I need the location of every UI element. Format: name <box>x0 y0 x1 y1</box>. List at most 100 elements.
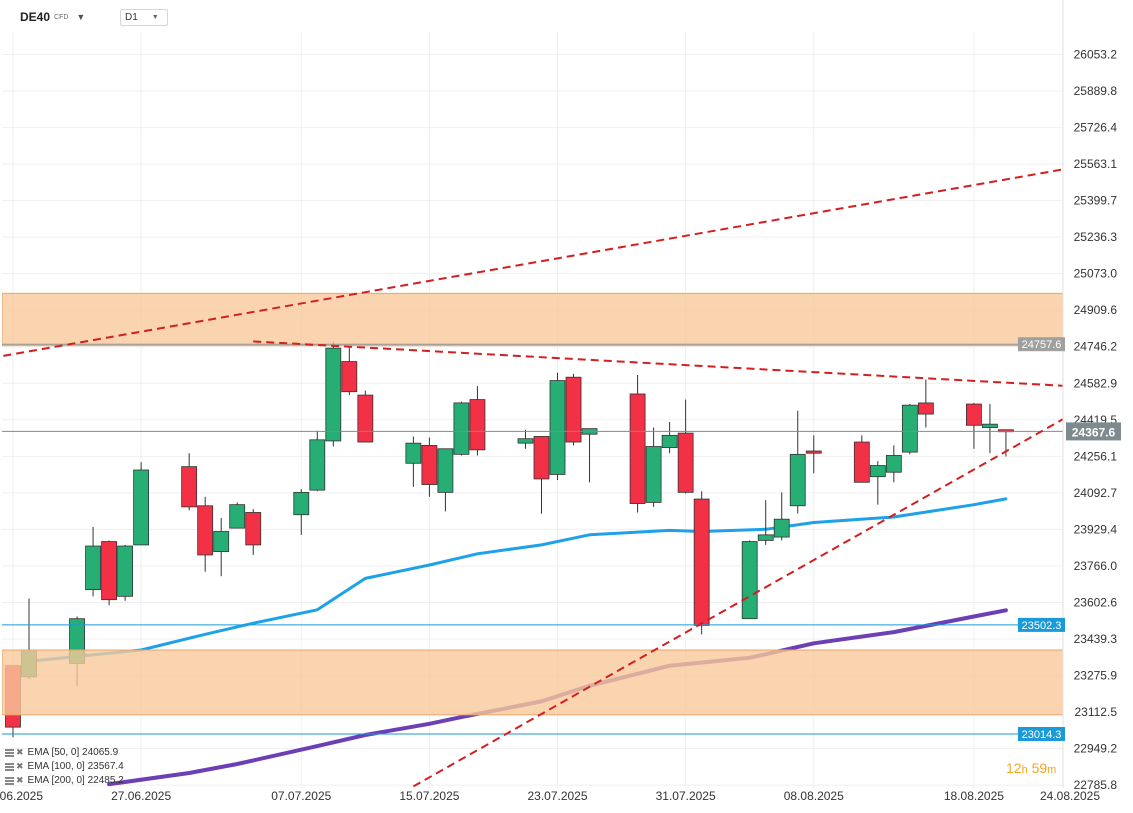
indicator-legend-ema50[interactable]: ✖ EMA [50, 0] 24065.9 <box>5 747 118 758</box>
y-tick-label: 23112.5 <box>1075 705 1118 719</box>
candle-body <box>405 442 422 464</box>
candle-body <box>565 376 582 443</box>
candle-body <box>549 380 566 475</box>
plot-area <box>2 32 1063 788</box>
candle <box>117 544 134 601</box>
candle-body <box>741 541 758 620</box>
price-level-tag <box>1018 337 1065 352</box>
x-tick-label: 19.06.2025 <box>0 789 43 803</box>
candle <box>629 374 646 513</box>
candle-body <box>966 403 982 426</box>
candle-body <box>309 439 326 491</box>
candle-body <box>181 466 198 508</box>
y-tick-label: 23275.9 <box>1074 669 1118 683</box>
candle-body <box>341 361 358 393</box>
x-tick-label: 27.06.2025 <box>111 789 171 803</box>
settings-icon[interactable] <box>5 748 14 757</box>
candle <box>982 404 998 454</box>
chevron-down-icon: ▼ <box>76 12 86 22</box>
candle <box>966 402 982 449</box>
y-tick-label: 22949.2 <box>1074 742 1118 756</box>
candle-body <box>917 402 934 415</box>
price-level-tag <box>1018 727 1065 742</box>
indicator-label: EMA [50, 0] 24065.9 <box>27 747 119 758</box>
candle <box>645 427 662 507</box>
candle <box>357 390 374 443</box>
candle-body <box>437 448 454 493</box>
close-icon[interactable]: ✖ <box>16 775 24 785</box>
candle <box>789 410 806 514</box>
y-tick-label: 22785.8 <box>1074 778 1118 792</box>
symbol-name: DE40 <box>20 10 51 24</box>
candle <box>581 428 598 483</box>
candle-body <box>101 541 117 601</box>
candle <box>517 429 534 449</box>
candle-body <box>197 505 214 556</box>
candle <box>85 527 101 597</box>
candle-body <box>421 445 438 485</box>
candle <box>197 496 214 572</box>
candle-body <box>645 446 662 503</box>
candle-body <box>982 423 998 428</box>
indicator-legend-ema100[interactable]: ✖ EMA [100, 0] 23567.4 <box>5 761 124 772</box>
candle <box>293 489 310 535</box>
candle-body <box>213 531 230 553</box>
indicator-legend-ema200[interactable]: ✖ EMA [200, 0] 22485.2 <box>5 775 124 786</box>
y-tick-label: 25073.0 <box>1074 267 1118 281</box>
ema-line-50 <box>27 497 1008 663</box>
price-level-tag <box>1018 617 1065 632</box>
candle <box>469 386 486 456</box>
candle-body <box>453 402 470 455</box>
candle <box>245 509 262 555</box>
y-tick-label: 24092.7 <box>1074 486 1118 500</box>
candle <box>133 462 150 546</box>
y-tick-label: 25563.1 <box>1074 157 1118 171</box>
x-tick-label: 18.08.2025 <box>944 789 1004 803</box>
candle <box>693 491 710 635</box>
timeframe-label: D1 <box>125 12 138 23</box>
indicator-label: EMA [200, 0] 22485.2 <box>27 775 124 786</box>
x-tick-label: 15.07.2025 <box>399 789 459 803</box>
candle-body <box>853 441 870 483</box>
candle-body <box>693 498 710 626</box>
y-tick-label: 25726.4 <box>1074 121 1118 135</box>
close-icon[interactable]: ✖ <box>16 747 24 757</box>
candle-body <box>901 404 918 453</box>
settings-icon[interactable] <box>5 762 14 771</box>
candle-body <box>869 465 886 478</box>
candle-body <box>85 545 101 591</box>
candle <box>341 345 358 396</box>
y-tick-label: 24909.6 <box>1074 303 1118 317</box>
candle <box>757 500 774 545</box>
price-level-label: 24757.6 <box>1022 339 1062 351</box>
candle <box>405 436 422 487</box>
candle-body <box>629 393 646 504</box>
close-icon[interactable]: ✖ <box>16 761 24 771</box>
candle <box>213 518 230 577</box>
candle-body <box>133 469 150 546</box>
candle-body <box>773 518 790 538</box>
trend-line <box>253 340 1063 387</box>
y-tick-label: 24256.1 <box>1074 449 1118 463</box>
candle-body <box>245 512 262 546</box>
price-level-label: 23014.3 <box>1022 729 1062 741</box>
candle <box>229 502 246 529</box>
candle-body <box>517 438 534 444</box>
y-tick-label: 25399.7 <box>1074 194 1118 208</box>
y-tick-label: 23602.6 <box>1074 595 1118 609</box>
candle <box>101 540 117 606</box>
symbol-selector[interactable]: DE40 CFD ▼ <box>20 8 85 26</box>
y-tick-label: 24746.2 <box>1074 340 1118 354</box>
candle <box>565 373 582 446</box>
settings-icon[interactable] <box>5 776 14 785</box>
x-tick-label: 08.08.2025 <box>784 789 844 803</box>
candle <box>309 430 326 492</box>
candle <box>773 492 790 541</box>
candle-body <box>661 434 678 449</box>
candle-body <box>469 399 486 451</box>
support-resistance-zone <box>2 292 1063 347</box>
timeframe-selector[interactable]: D1 ▼ <box>120 9 168 26</box>
candle <box>885 445 902 483</box>
candle <box>533 436 550 514</box>
